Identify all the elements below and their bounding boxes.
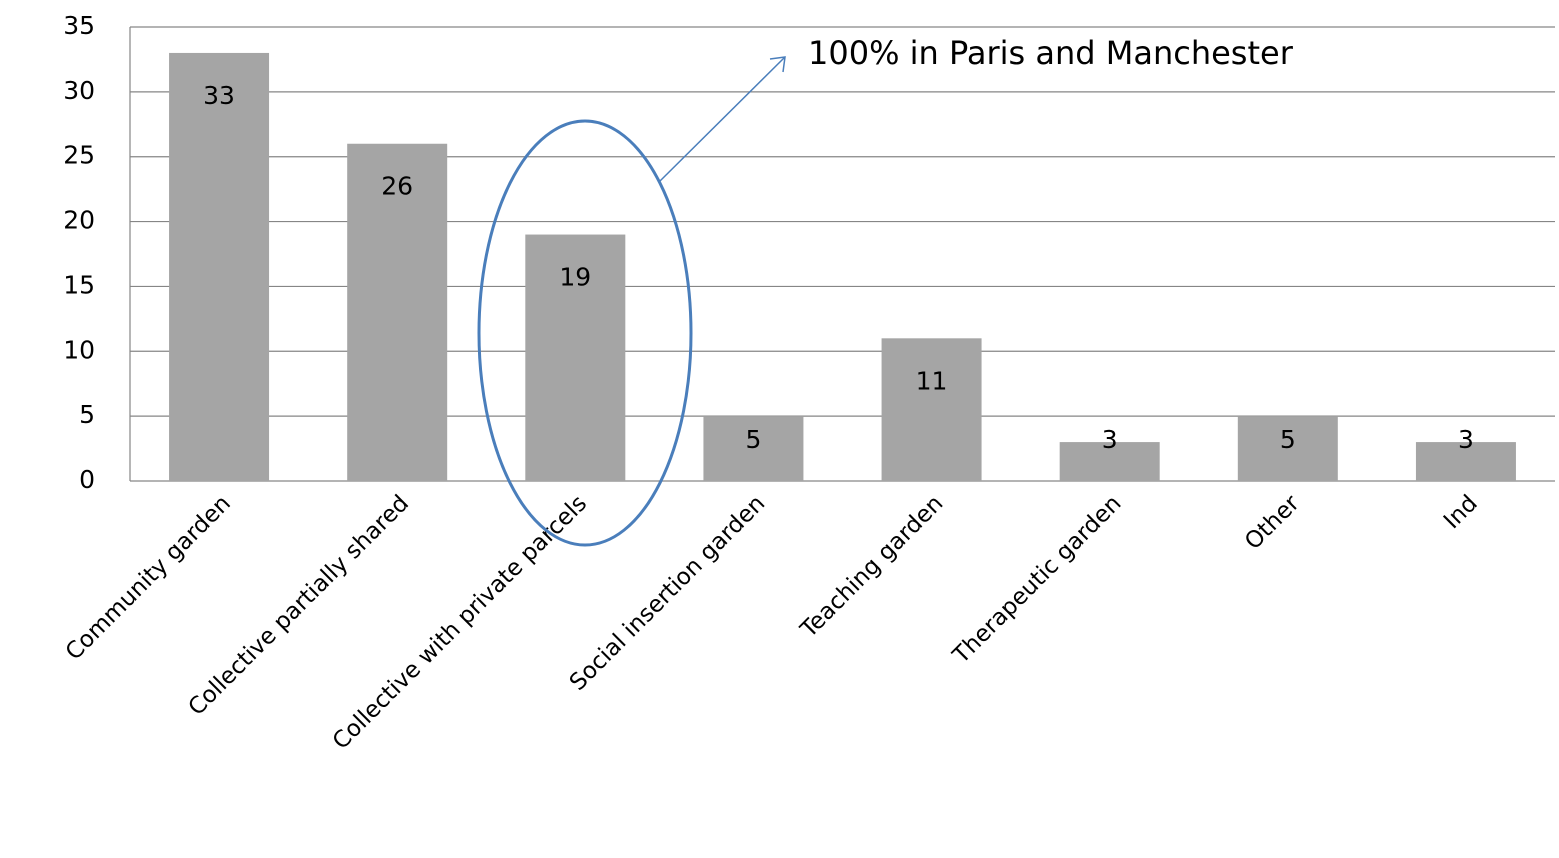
y-tick-label: 0 [79,465,95,494]
bar [1415,442,1516,481]
x-tick-label: Other [1240,490,1305,555]
x-tick-label: Teaching garden [795,490,948,643]
y-tick-label: 20 [63,206,95,235]
bar [347,143,448,481]
bar [169,52,270,481]
x-tick-label: Community garden [61,490,236,665]
y-tick-label: 15 [63,270,95,299]
bar [1059,442,1160,481]
value-label: 26 [381,172,413,201]
value-label: 19 [559,263,591,292]
y-tick-label: 10 [63,335,95,364]
annotation: 100% in Paris and Manchester [808,34,1294,72]
bar [881,338,982,481]
annotation-arrow [659,56,786,182]
bar [525,234,626,481]
value-label: 5 [745,425,761,454]
bar [1237,416,1338,481]
x-tick-label: Social insertion garden [565,490,770,695]
value-label: 33 [203,81,235,110]
y-tick-label: 30 [63,76,95,105]
y-tick-label: 25 [63,141,95,170]
bar [703,416,804,481]
y-tick-label: 35 [63,11,95,40]
x-tick-label: Ind [1439,490,1483,534]
value-label: 3 [1102,425,1118,454]
y-tick-label: 5 [79,400,95,429]
arrow-head [769,56,786,73]
value-label: 5 [1280,425,1296,454]
value-label: 3 [1458,425,1474,454]
value-label: 11 [916,366,948,395]
x-tick-label: Therapeutic garden [948,490,1127,669]
highlight-ellipse [477,119,693,547]
